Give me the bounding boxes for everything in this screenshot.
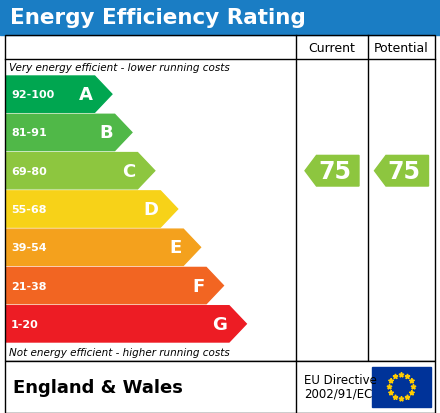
Polygon shape [399,396,404,401]
Polygon shape [393,395,398,399]
Bar [0,0,440,36]
Text: 55-68: 55-68 [11,204,47,214]
Text: 81-91: 81-91 [11,128,47,138]
Text: D: D [143,201,158,218]
Text: Potential: Potential [374,41,429,55]
Text: England & Wales: England & Wales [13,378,183,396]
Text: 75: 75 [388,159,421,183]
Bar [5,36,435,361]
Bar [372,367,431,407]
Polygon shape [409,378,414,383]
Polygon shape [6,77,112,113]
Polygon shape [389,378,394,383]
Text: EU Directive: EU Directive [304,374,377,387]
Text: 1-20: 1-20 [11,319,39,329]
Text: E: E [169,239,181,256]
Text: B: B [99,124,113,142]
Text: 21-38: 21-38 [11,281,47,291]
Polygon shape [405,374,410,379]
Text: G: G [212,315,227,333]
Text: C: C [122,162,136,180]
Text: 2002/91/EC: 2002/91/EC [304,387,372,399]
Polygon shape [6,306,246,342]
Polygon shape [405,395,410,399]
Polygon shape [374,156,429,187]
Polygon shape [411,385,416,389]
Bar [5,361,435,413]
Polygon shape [399,373,404,377]
Polygon shape [6,191,178,228]
Text: Current: Current [308,41,356,55]
Text: Not energy efficient - higher running costs: Not energy efficient - higher running co… [9,347,230,357]
Text: 92-100: 92-100 [11,90,54,100]
Polygon shape [393,374,398,379]
Text: 75: 75 [319,159,352,183]
Text: 69-80: 69-80 [11,166,47,176]
Polygon shape [6,153,155,190]
Text: Very energy efficient - lower running costs: Very energy efficient - lower running co… [9,63,230,73]
Polygon shape [389,390,394,395]
Polygon shape [6,268,224,304]
Polygon shape [305,156,359,187]
Polygon shape [409,390,414,395]
Polygon shape [387,385,392,389]
Polygon shape [6,230,201,266]
Text: Energy Efficiency Rating: Energy Efficiency Rating [10,8,306,28]
Polygon shape [6,115,132,151]
Text: A: A [79,86,93,104]
Text: F: F [192,277,204,295]
Text: 39-54: 39-54 [11,243,47,253]
